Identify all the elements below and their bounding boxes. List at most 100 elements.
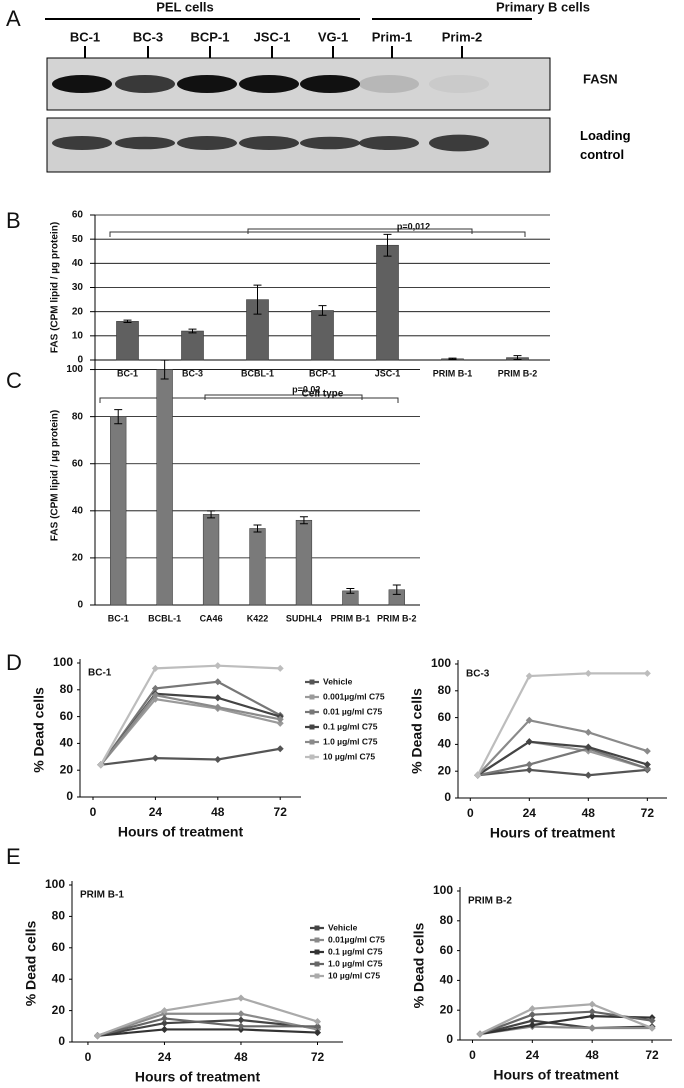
bracket — [204, 394, 363, 400]
legend-marker — [314, 937, 320, 943]
y-tick-label: 40 — [72, 258, 84, 269]
x-tick-label: 72 — [641, 806, 655, 820]
brackets — [99, 228, 526, 403]
y-tick-label: 40 — [60, 736, 74, 750]
series-line — [99, 698, 281, 766]
x-tick-label: 72 — [311, 1050, 325, 1064]
y-tick-label: 20 — [52, 1003, 66, 1017]
point — [237, 994, 245, 1002]
band — [300, 75, 360, 93]
error-bar — [299, 516, 308, 525]
point — [643, 760, 651, 769]
legend-marker — [309, 724, 315, 730]
point — [151, 754, 159, 762]
x-axis-label: Hours of treatment — [490, 825, 616, 841]
error-bar — [160, 359, 169, 380]
y-tick-label: 80 — [52, 909, 66, 923]
x-tick-label: 48 — [586, 1048, 600, 1062]
point — [584, 728, 592, 736]
legend-marker — [309, 709, 315, 715]
y-tick-label: 50 — [72, 234, 84, 245]
series-line — [97, 1017, 318, 1037]
lane-label: VG-1 — [318, 29, 348, 44]
lane-label: BC-1 — [70, 29, 100, 44]
band — [429, 134, 489, 152]
bar — [110, 416, 127, 606]
row-label-box: Loading control — [580, 128, 631, 162]
y-axis-label: % Dead cells — [409, 688, 425, 774]
x-tick-label: JSC-1 — [375, 368, 401, 378]
legend-label: Vehicle — [328, 922, 358, 932]
x-axis-label: Hours of treatment — [493, 1067, 619, 1083]
y-axis-label: % Dead cells — [411, 922, 427, 1008]
y-tick-label: 0 — [446, 1032, 453, 1046]
bar — [249, 528, 266, 606]
point — [313, 1022, 322, 1030]
chart-title: PRIM B-1 — [80, 890, 124, 901]
band — [52, 75, 112, 93]
band — [52, 136, 112, 150]
bar — [116, 321, 139, 361]
x-tick-label: PRIM B-1 — [433, 368, 473, 378]
error-bar — [513, 355, 522, 361]
annotation: p=0,012 — [397, 221, 430, 231]
point — [643, 747, 651, 755]
legend-label: 0.1 µg/ml C75 — [323, 721, 378, 731]
group-label: Primary B cells — [496, 0, 590, 14]
band — [177, 75, 237, 93]
y-tick-label: 80 — [438, 683, 452, 697]
y-tick-label: 20 — [60, 762, 74, 776]
panel-label: A — [6, 6, 21, 31]
y-tick-label: 40 — [440, 973, 454, 987]
x-axis-label: Hours of treatment — [135, 1069, 261, 1083]
x-tick-label: 24 — [158, 1050, 172, 1064]
point — [214, 678, 222, 686]
y-tick-label: 40 — [52, 971, 66, 985]
x-tick-label: PRIM B-2 — [377, 613, 417, 623]
lane-label: JSC-1 — [254, 29, 291, 44]
band — [239, 136, 299, 150]
bracket — [99, 397, 399, 403]
series-line — [97, 1028, 318, 1037]
point — [528, 1017, 536, 1025]
y-tick-label: 100 — [53, 655, 73, 669]
legend-label: 10 µg/ml C75 — [328, 970, 380, 980]
point — [525, 766, 533, 774]
point — [151, 691, 159, 699]
y-tick-label: 80 — [60, 682, 74, 696]
y-tick-label: 20 — [72, 553, 84, 564]
y-tick-label: 0 — [444, 790, 451, 804]
legend-marker — [314, 925, 320, 931]
y-tick-label: 60 — [52, 940, 66, 954]
x-tick-label: 24 — [526, 1048, 540, 1062]
chart-title: BC-1 — [88, 668, 112, 679]
legend-label: 1.0 µg/ml C75 — [323, 736, 378, 746]
y-tick-label: 10 — [72, 330, 84, 341]
y-tick-label: 80 — [72, 411, 84, 422]
x-tick-label: 0 — [467, 806, 474, 820]
x-tick-label: BC-3 — [182, 368, 203, 378]
lane-label: Prim-2 — [442, 29, 482, 44]
error-bar — [253, 284, 262, 315]
y-axis-label: % Dead cells — [31, 687, 47, 773]
y-axis-label: FAS (CPM lipid / µg protein) — [50, 222, 61, 353]
y-axis-label: % Dead cells — [23, 920, 39, 1006]
bar — [376, 244, 399, 361]
x-tick-label: 72 — [645, 1048, 659, 1062]
series-line — [99, 664, 281, 766]
x-axis-label: Hours of treatment — [118, 824, 244, 840]
series-line — [477, 747, 648, 777]
point — [525, 716, 533, 724]
y-tick-label: 40 — [72, 505, 84, 516]
series-line — [99, 680, 281, 766]
x-tick-label: 0 — [90, 805, 97, 819]
bar — [295, 519, 313, 606]
x-tick-label: BCBL-1 — [241, 368, 274, 378]
row-label: FASN — [583, 71, 618, 86]
point — [160, 1014, 168, 1022]
y-tick-label: 60 — [72, 210, 84, 221]
y-tick-label: 0 — [66, 789, 73, 803]
bracket — [247, 228, 473, 234]
y-tick-label: 80 — [440, 913, 454, 927]
